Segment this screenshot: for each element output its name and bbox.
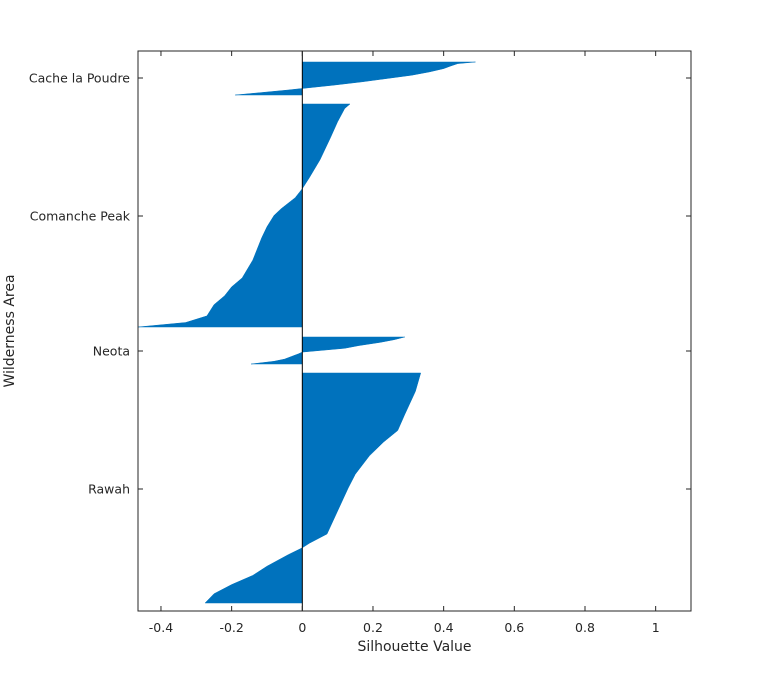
x-tick-label: -0.2	[219, 620, 243, 635]
x-tick-label: 0.8	[575, 620, 595, 635]
y-tick-label: Neota	[93, 344, 130, 359]
tick-marks	[138, 51, 691, 611]
y-tick-labels: Cache la Poudre Comanche Peak Neota Rawah	[29, 71, 131, 497]
silhouette-area-comanche-peak	[137, 103, 351, 328]
x-tick-label: 0.2	[363, 620, 383, 635]
silhouette-area-neota	[251, 336, 405, 365]
y-tick-label: Comanche Peak	[30, 209, 131, 224]
silhouette-area-rawah	[204, 372, 422, 604]
x-tick-labels: -0.4 -0.2 0 0.2 0.4 0.6 0.8 1	[149, 620, 660, 635]
y-tick-label: Cache la Poudre	[29, 71, 130, 86]
y-tick-label: Rawah	[88, 482, 130, 497]
axes-box	[137, 50, 692, 612]
x-tick-label: 0.4	[434, 620, 454, 635]
silhouette-area-cache-la-poudre	[235, 61, 476, 96]
x-tick-label: 0	[298, 620, 306, 635]
x-tick-label: 1	[652, 620, 660, 635]
x-axis-label: Silhouette Value	[357, 639, 471, 655]
x-tick-label: -0.4	[149, 620, 173, 635]
y-axis-label: Wilderness Area	[2, 274, 18, 387]
cluster-areas	[137, 61, 476, 604]
x-tick-label: 0.6	[504, 620, 524, 635]
